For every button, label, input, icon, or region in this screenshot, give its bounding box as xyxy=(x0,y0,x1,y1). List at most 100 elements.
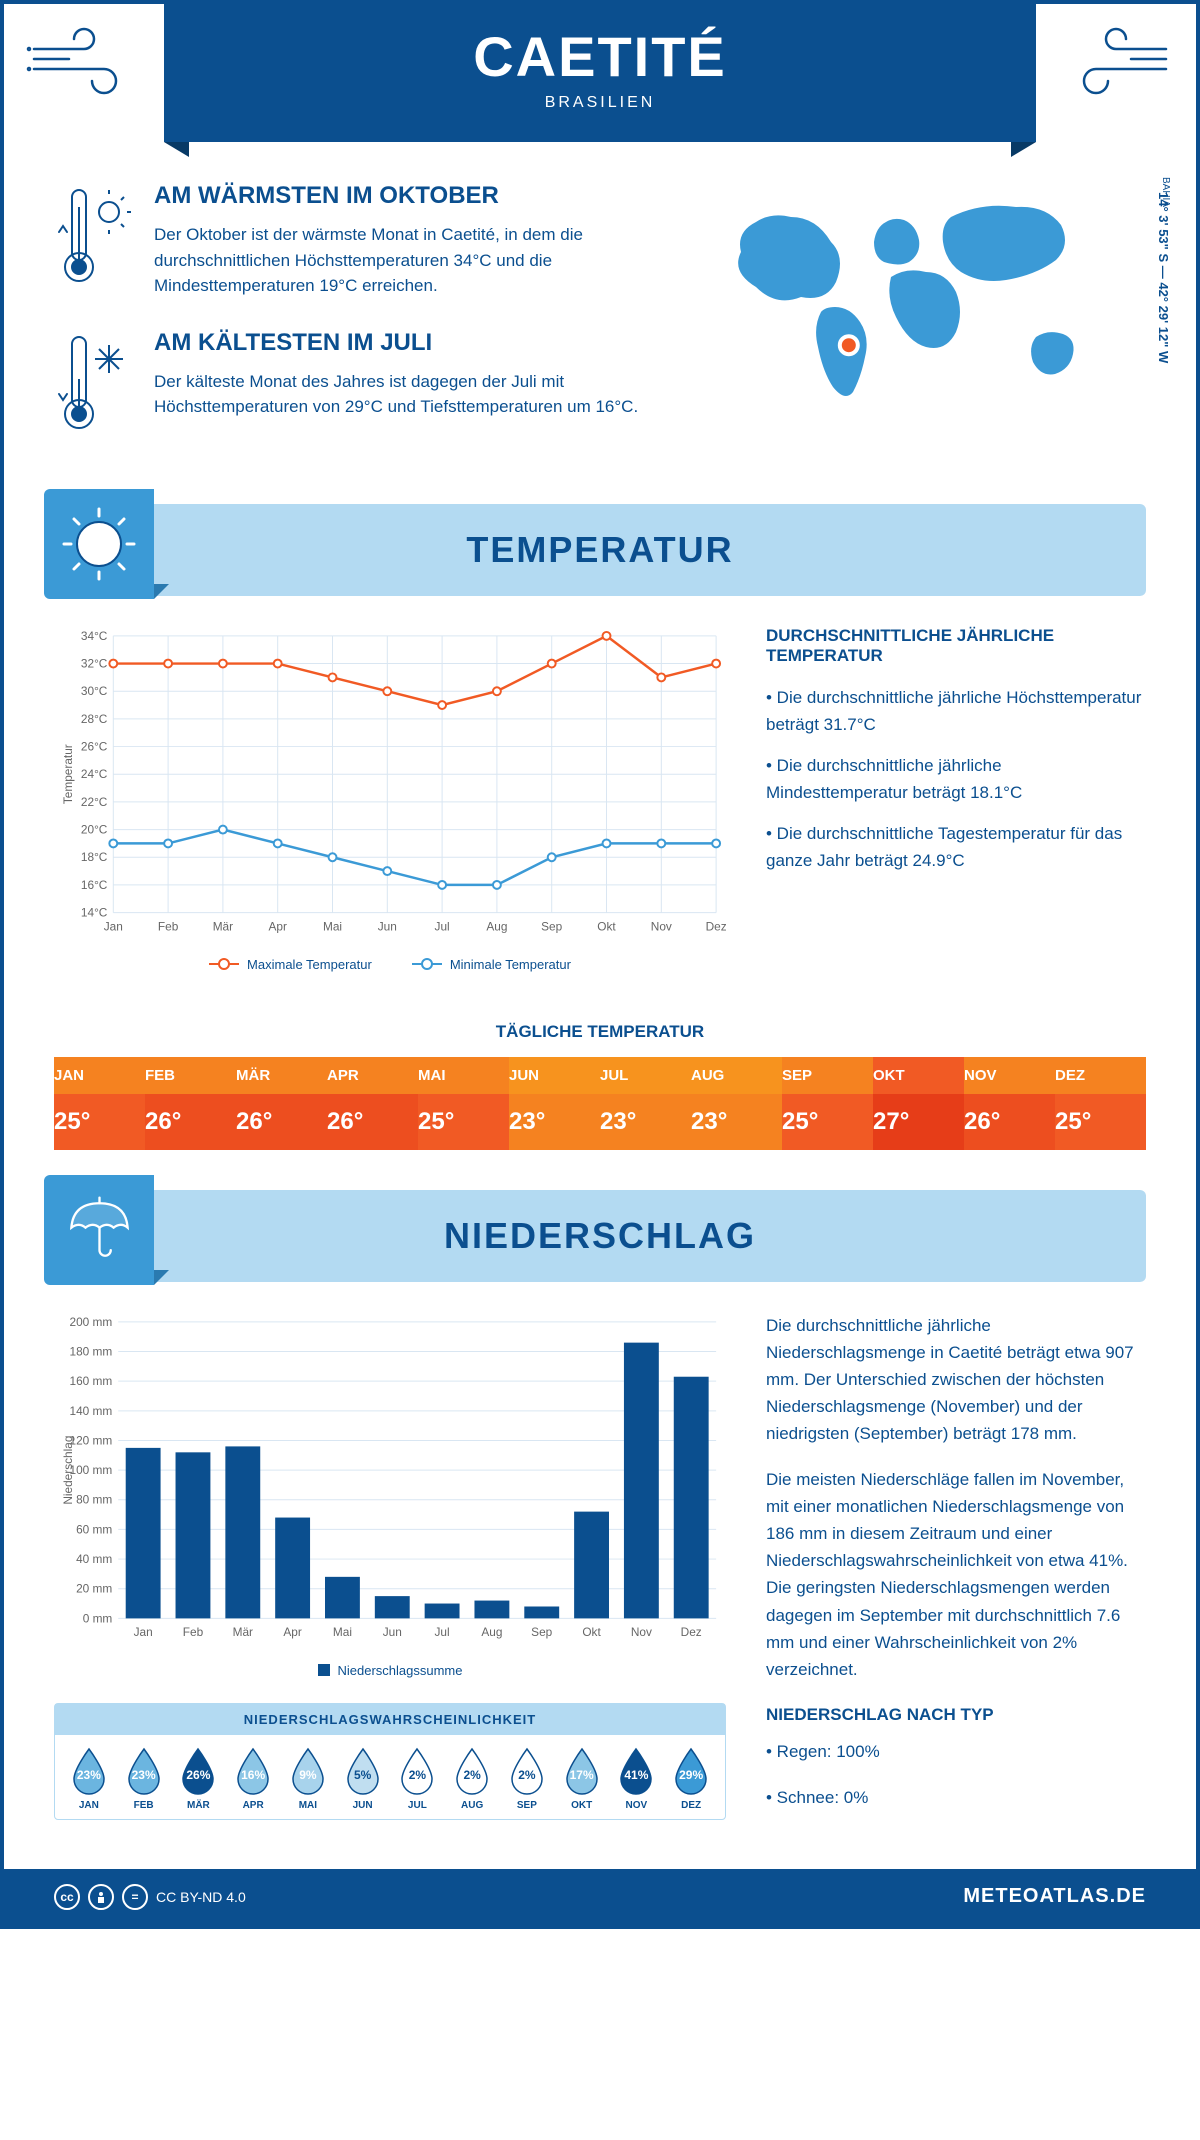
precipitation-legend: Niederschlagssumme xyxy=(54,1663,726,1678)
svg-text:Nov: Nov xyxy=(651,919,672,933)
svg-text:16°C: 16°C xyxy=(81,877,108,891)
svg-text:32°C: 32°C xyxy=(81,656,108,670)
temperature-heading: TEMPERATUR xyxy=(54,529,1146,571)
svg-text:Aug: Aug xyxy=(486,919,507,933)
daily-temp-value: 25° xyxy=(1055,1094,1146,1150)
probability-drop: 26% MÄR xyxy=(173,1747,225,1811)
temperature-legend: Maximale Temperatur Minimale Temperatur xyxy=(54,957,726,972)
daily-temp-value: 26° xyxy=(964,1094,1055,1150)
svg-text:18°C: 18°C xyxy=(81,850,108,864)
svg-text:Jan: Jan xyxy=(134,1625,153,1639)
daily-temp-value: 25° xyxy=(54,1094,145,1150)
probability-value: 29% xyxy=(679,1768,703,1782)
probability-month: JUL xyxy=(408,1800,427,1811)
probability-value: 9% xyxy=(299,1768,316,1782)
city-title: CAETITÉ xyxy=(164,24,1036,89)
svg-text:26°C: 26°C xyxy=(81,739,108,753)
svg-text:60 mm: 60 mm xyxy=(76,1522,112,1536)
probability-value: 23% xyxy=(132,1768,156,1782)
daily-month: NOV xyxy=(964,1057,1055,1094)
probability-box: NIEDERSCHLAGSWAHRSCHEINLICHKEIT 23% JAN … xyxy=(54,1703,726,1820)
daily-month: MÄR xyxy=(236,1057,327,1094)
svg-text:Apr: Apr xyxy=(268,919,286,933)
probability-value: 23% xyxy=(77,1768,101,1782)
precipitation-content: 0 mm20 mm40 mm60 mm80 mm100 mm120 mm140 … xyxy=(4,1282,1196,1849)
svg-text:28°C: 28°C xyxy=(81,711,108,725)
wind-icon xyxy=(1036,4,1196,104)
svg-text:40 mm: 40 mm xyxy=(76,1552,112,1566)
intro-section: AM WÄRMSTEN IM OKTOBER Der Oktober ist d… xyxy=(4,142,1196,504)
probability-value: 2% xyxy=(463,1768,480,1782)
daily-temp-value: 26° xyxy=(145,1094,236,1150)
coldest-title: AM KÄLTESTEN IM JULI xyxy=(154,329,676,357)
svg-text:Mai: Mai xyxy=(333,1625,352,1639)
probability-value: 26% xyxy=(186,1768,210,1782)
daily-month: MAI xyxy=(418,1057,509,1094)
svg-text:Okt: Okt xyxy=(582,1625,601,1639)
probability-month: APR xyxy=(243,1800,264,1811)
svg-text:Jan: Jan xyxy=(104,919,123,933)
probability-value: 17% xyxy=(570,1768,594,1782)
svg-text:160 mm: 160 mm xyxy=(70,1374,113,1388)
precipitation-chart: 0 mm20 mm40 mm60 mm80 mm100 mm120 mm140 … xyxy=(54,1312,726,1648)
probability-value: 5% xyxy=(354,1768,371,1782)
precipitation-left: 0 mm20 mm40 mm60 mm80 mm100 mm120 mm140 … xyxy=(54,1312,726,1829)
temp-bullet: • Die durchschnittliche Tagestemperatur … xyxy=(766,820,1146,874)
svg-text:20°C: 20°C xyxy=(81,822,108,836)
svg-text:Feb: Feb xyxy=(158,919,179,933)
svg-text:Jun: Jun xyxy=(383,1625,402,1639)
svg-text:Niederschlag: Niederschlag xyxy=(61,1435,75,1504)
daily-month: AUG xyxy=(691,1057,782,1094)
temperature-text: DURCHSCHNITTLICHE JÄHRLICHE TEMPERATUR •… xyxy=(766,626,1146,972)
svg-text:Sep: Sep xyxy=(541,919,562,933)
probability-value: 2% xyxy=(518,1768,535,1782)
daily-month: SEP xyxy=(782,1057,873,1094)
cc-icon: cc xyxy=(54,1884,80,1910)
temp-bullet: • Die durchschnittliche jährliche Mindes… xyxy=(766,752,1146,806)
infographic-page: CAETITÉ BRASILIEN AM WÄRMSTEN IM OKTOBER… xyxy=(0,0,1200,1929)
daily-temp-value: 23° xyxy=(600,1094,691,1150)
probability-drop: 16% APR xyxy=(227,1747,279,1811)
probability-drop: 2% SEP xyxy=(501,1747,553,1811)
daily-month: JAN xyxy=(54,1057,145,1094)
temperature-content: 14°C16°C18°C20°C22°C24°C26°C28°C30°C32°C… xyxy=(4,596,1196,1002)
svg-text:34°C: 34°C xyxy=(81,628,108,642)
precip-para-1: Die durchschnittliche jährliche Niedersc… xyxy=(766,1312,1146,1448)
probability-month: DEZ xyxy=(681,1800,701,1811)
daily-month: FEB xyxy=(145,1057,236,1094)
svg-text:Aug: Aug xyxy=(481,1625,502,1639)
daily-temp-title: TÄGLICHE TEMPERATUR xyxy=(4,1022,1196,1042)
legend-max: Maximale Temperatur xyxy=(247,957,372,972)
header-banner: CAETITÉ BRASILIEN xyxy=(164,4,1036,142)
probability-month: JUN xyxy=(353,1800,373,1811)
svg-text:Sep: Sep xyxy=(531,1625,552,1639)
svg-text:Mär: Mär xyxy=(213,919,233,933)
umbrella-icon xyxy=(44,1175,154,1285)
daily-temp-value: 26° xyxy=(327,1094,418,1150)
precipitation-heading: NIEDERSCHLAG xyxy=(54,1215,1146,1257)
by-icon xyxy=(88,1884,114,1910)
svg-text:22°C: 22°C xyxy=(81,794,108,808)
svg-text:80 mm: 80 mm xyxy=(76,1492,112,1506)
svg-text:180 mm: 180 mm xyxy=(70,1344,113,1358)
thermometer-snow-icon xyxy=(54,329,134,444)
temperature-header: TEMPERATUR xyxy=(54,504,1146,596)
svg-text:Jun: Jun xyxy=(378,919,397,933)
precipitation-text: Die durchschnittliche jährliche Niedersc… xyxy=(766,1312,1146,1829)
daily-month: DEZ xyxy=(1055,1057,1146,1094)
probability-month: MAI xyxy=(299,1800,317,1811)
svg-text:20 mm: 20 mm xyxy=(76,1581,112,1595)
svg-text:Jul: Jul xyxy=(435,1625,450,1639)
daily-temp-value: 27° xyxy=(873,1094,964,1150)
probability-value: 16% xyxy=(241,1768,265,1782)
svg-text:Apr: Apr xyxy=(283,1625,301,1639)
daily-month: JUN xyxy=(509,1057,600,1094)
probability-month: SEP xyxy=(517,1800,537,1811)
precip-type-bullet: • Schnee: 0% xyxy=(766,1784,1146,1811)
probability-month: AUG xyxy=(461,1800,483,1811)
svg-text:200 mm: 200 mm xyxy=(70,1315,113,1329)
coldest-fact: AM KÄLTESTEN IM JULI Der kälteste Monat … xyxy=(54,329,676,444)
probability-drop: 29% DEZ xyxy=(665,1747,717,1811)
probability-drop: 9% MAI xyxy=(282,1747,334,1811)
svg-text:24°C: 24°C xyxy=(81,767,108,781)
